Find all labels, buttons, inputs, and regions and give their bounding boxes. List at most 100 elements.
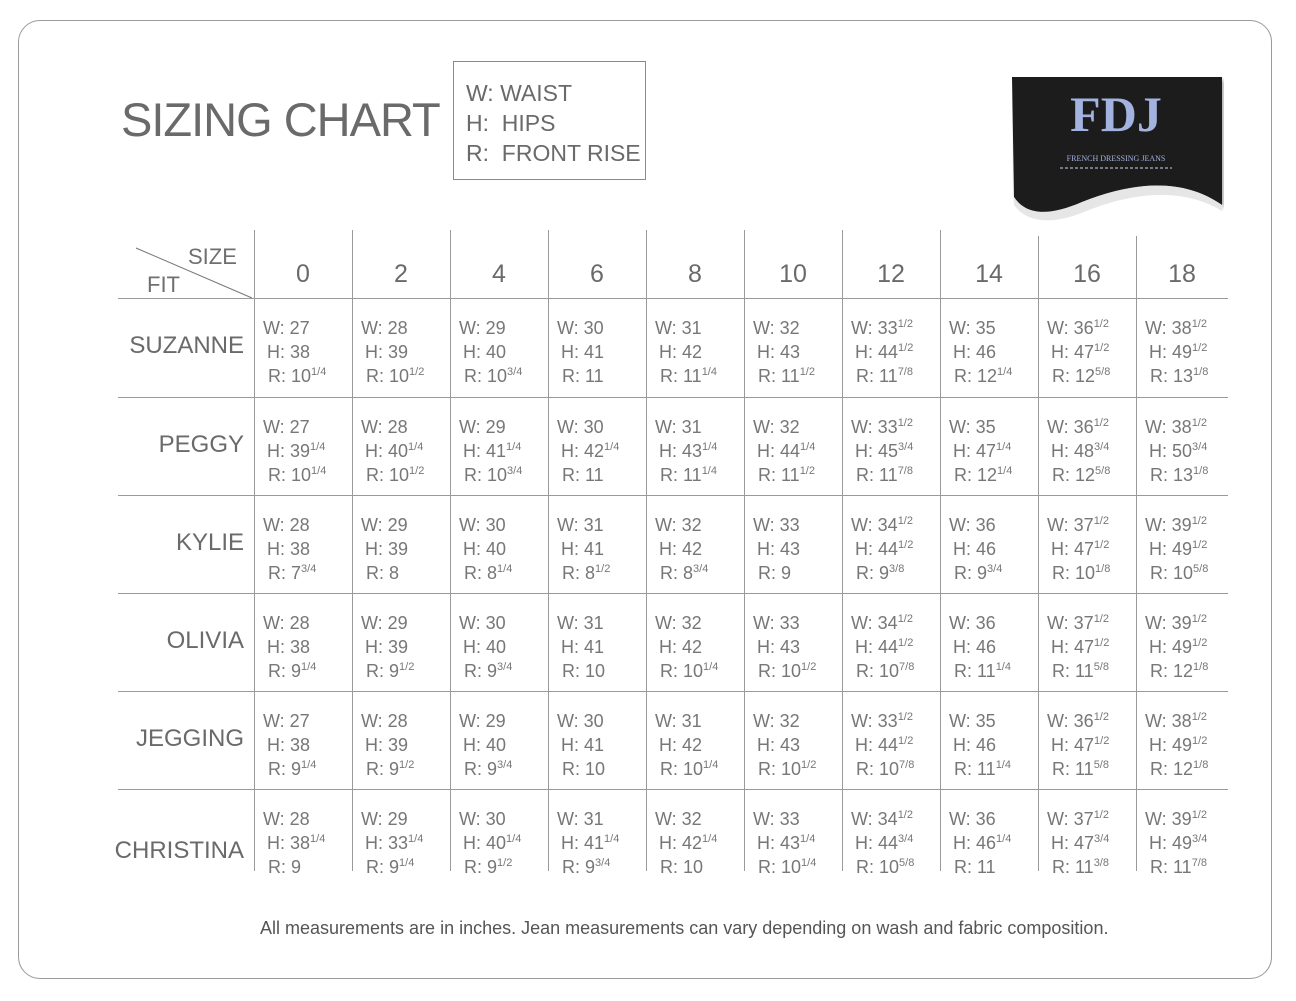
rise-value: R: 121/4 bbox=[954, 465, 1013, 485]
rise-value: R: 101/4 bbox=[660, 759, 719, 779]
rise-value: R: 101/2 bbox=[366, 366, 425, 386]
fraction: 1/4 bbox=[506, 833, 522, 845]
column-divider bbox=[1136, 236, 1137, 871]
size-cell: W: 28 H: 38 R: 91/4 bbox=[263, 611, 316, 683]
rise-value: R: 107/8 bbox=[856, 661, 915, 681]
hips-value: H: 401/4 bbox=[463, 833, 522, 853]
hips-value: H: 411/4 bbox=[561, 833, 620, 853]
size-cell: W: 371/2 H: 473/4 R: 113/8 bbox=[1047, 807, 1109, 879]
fdj-logo: FDJ FRENCH DRESSING JEANS bbox=[1012, 77, 1222, 221]
rise-value: R: 111/4 bbox=[660, 465, 717, 485]
column-divider bbox=[646, 230, 647, 871]
fraction: 1/4 bbox=[995, 661, 1011, 673]
hips-value: H: 453/4 bbox=[855, 441, 914, 461]
size-cell: W: 32 H: 43 R: 111/2 bbox=[753, 316, 815, 388]
rise-value: R: 73/4 bbox=[268, 563, 317, 583]
size-cell: W: 29 H: 39 R: 8 bbox=[361, 513, 408, 585]
hips-value: H: 41 bbox=[561, 342, 605, 362]
rise-value: R: 9 bbox=[268, 857, 302, 877]
fraction: 1/2 bbox=[409, 465, 425, 477]
fraction: 1/8 bbox=[1193, 759, 1209, 771]
waist-value: W: 32 bbox=[655, 809, 702, 829]
fraction: 1/4 bbox=[701, 366, 717, 378]
size-cell: W: 391/2 H: 491/2 R: 105/8 bbox=[1145, 513, 1208, 585]
waist-value: W: 35 bbox=[949, 318, 996, 338]
fraction: 3/4 bbox=[1192, 441, 1208, 453]
hips-value: H: 38 bbox=[267, 637, 311, 657]
waist-value: W: 27 bbox=[263, 711, 310, 731]
waist-value: W: 30 bbox=[557, 417, 604, 437]
size-cell: W: 30 H: 40 R: 81/4 bbox=[459, 513, 512, 585]
hips-value: H: 471/2 bbox=[1051, 735, 1110, 755]
fraction: 1/2 bbox=[801, 661, 817, 673]
size-header: SIZE bbox=[188, 244, 237, 269]
rise-value: R: 117/8 bbox=[856, 366, 913, 386]
hips-value: H: 483/4 bbox=[1051, 441, 1110, 461]
size-cell: W: 32 H: 43 R: 101/2 bbox=[753, 709, 816, 781]
hips-value: H: 43 bbox=[757, 637, 801, 657]
waist-value: W: 371/2 bbox=[1047, 613, 1109, 633]
fraction: 3/4 bbox=[1192, 833, 1208, 845]
waist-value: W: 371/2 bbox=[1047, 809, 1109, 829]
waist-value: W: 30 bbox=[459, 809, 506, 829]
waist-value: W: 31 bbox=[655, 711, 702, 731]
rise-value: R: 113/8 bbox=[1052, 857, 1109, 877]
waist-value: W: 32 bbox=[655, 613, 702, 633]
fraction: 1/4 bbox=[408, 441, 424, 453]
fraction: 1/2 bbox=[897, 613, 913, 625]
size-header-10: 10 bbox=[779, 260, 807, 288]
fraction: 1/2 bbox=[801, 759, 817, 771]
hips-value: H: 473/4 bbox=[1051, 833, 1110, 853]
rise-value: R: 101/4 bbox=[268, 366, 327, 386]
size-cell: W: 35 H: 46 R: 111/4 bbox=[949, 709, 1011, 781]
hips-value: H: 391/4 bbox=[267, 441, 326, 461]
fit-name: SUZANNE bbox=[129, 332, 244, 359]
rise-value: R: 11 bbox=[562, 465, 604, 485]
waist-value: W: 33 bbox=[753, 809, 800, 829]
size-cell: W: 32 H: 42 R: 83/4 bbox=[655, 513, 708, 585]
size-cell: W: 28 H: 39 R: 101/2 bbox=[361, 316, 424, 388]
size-cell: W: 32 H: 441/4 R: 111/2 bbox=[753, 415, 815, 487]
waist-value: W: 361/2 bbox=[1047, 318, 1109, 338]
size-cell: W: 371/2 H: 471/2 R: 101/8 bbox=[1047, 513, 1110, 585]
waist-value: W: 31 bbox=[557, 809, 604, 829]
hips-value: H: 491/2 bbox=[1149, 539, 1208, 559]
rise-value: R: 111/2 bbox=[758, 366, 815, 386]
size-cell: W: 33 H: 43 R: 9 bbox=[753, 513, 800, 585]
rise-value: R: 115/8 bbox=[1052, 661, 1109, 681]
fraction: 1/2 bbox=[799, 366, 815, 378]
waist-value: W: 331/2 bbox=[851, 318, 913, 338]
fraction: 7/8 bbox=[899, 759, 915, 771]
row-divider bbox=[118, 593, 1228, 594]
size-cell: W: 29 H: 39 R: 91/2 bbox=[361, 611, 414, 683]
fraction: 1/2 bbox=[409, 366, 425, 378]
fraction: 1/4 bbox=[995, 759, 1011, 771]
hips-value: H: 431/4 bbox=[757, 833, 816, 853]
waist-value: W: 31 bbox=[655, 417, 702, 437]
waist-value: W: 381/2 bbox=[1145, 711, 1207, 731]
column-divider bbox=[548, 230, 549, 871]
size-cell: W: 31 H: 42 R: 111/4 bbox=[655, 316, 717, 388]
hips-value: H: 41 bbox=[561, 637, 605, 657]
fraction: 1/4 bbox=[497, 563, 513, 575]
size-cell: W: 28 H: 401/4 R: 101/2 bbox=[361, 415, 424, 487]
legend-hips: H: HIPS bbox=[466, 110, 556, 136]
fraction: 7/8 bbox=[1191, 857, 1207, 869]
rise-value: R: 111/4 bbox=[954, 759, 1011, 779]
size-cell: W: 27 H: 38 R: 101/4 bbox=[263, 316, 326, 388]
size-cell: W: 391/2 H: 491/2 R: 121/8 bbox=[1145, 611, 1208, 683]
fraction: 7/8 bbox=[897, 366, 913, 378]
fraction: 1/2 bbox=[1094, 637, 1110, 649]
hips-value: H: 39 bbox=[365, 735, 409, 755]
fraction: 1/2 bbox=[1191, 318, 1207, 330]
column-divider bbox=[450, 230, 451, 871]
waist-value: W: 361/2 bbox=[1047, 711, 1109, 731]
waist-value: W: 27 bbox=[263, 318, 310, 338]
waist-value: W: 29 bbox=[459, 711, 506, 731]
waist-value: W: 32 bbox=[753, 711, 800, 731]
size-cell: W: 31 H: 41 R: 81/2 bbox=[557, 513, 610, 585]
size-cell: W: 29 H: 331/4 R: 91/4 bbox=[361, 807, 423, 879]
rise-value: R: 103/4 bbox=[464, 366, 523, 386]
waist-value: W: 32 bbox=[753, 318, 800, 338]
rise-value: R: 9 bbox=[758, 563, 792, 583]
